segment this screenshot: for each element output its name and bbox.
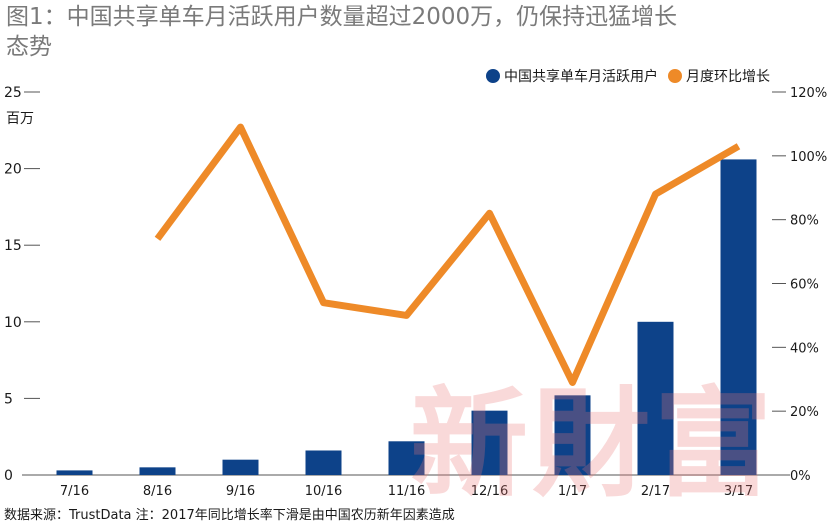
y2-tick-label: 0%	[790, 469, 811, 484]
bar-users	[139, 467, 176, 475]
legend-item-users: 中国共享单车月活跃用户	[486, 66, 658, 86]
y2-tick-label: 20%	[790, 405, 819, 420]
legend-item-growth: 月度环比增长	[668, 66, 770, 86]
growth-line	[154, 123, 741, 386]
x-tick-label: 1/17	[558, 484, 587, 499]
y-tick-label: 10	[4, 315, 22, 331]
legend-line-swatch-icon	[668, 69, 682, 83]
x-tick-label: 10/16	[305, 484, 342, 499]
source-note: 数据来源：TrustData 注：2017年同比增长率下滑是由中国农历新年因素造…	[4, 508, 455, 523]
y2-tick-label: 40%	[790, 341, 819, 356]
x-tick-label: 2/17	[641, 484, 670, 499]
y-axis-unit: 百万	[6, 111, 34, 127]
bar-users	[720, 159, 757, 475]
legend-bar-swatch-icon	[486, 69, 500, 83]
y2-tick-label: 60%	[790, 278, 819, 293]
x-tick-label: 12/16	[471, 484, 508, 499]
legend-label-users: 中国共享单车月活跃用户	[504, 69, 658, 85]
x-tick-label: 11/16	[388, 484, 425, 499]
y2-tick-label: 120%	[790, 86, 827, 101]
chart-title: 图1：中国共享单车月活跃用户数量超过2000万，仍保持迅猛增长态势	[6, 4, 678, 60]
legend-label-growth: 月度环比增长	[686, 69, 770, 85]
chart-legend: 中国共享单车月活跃用户 月度环比增长	[476, 66, 770, 86]
watermark-logo: 新財富	[410, 374, 777, 513]
bar-users	[471, 410, 508, 475]
x-tick-label: 8/16	[143, 484, 172, 499]
y-tick-label: 25	[4, 85, 22, 101]
bar-users	[305, 450, 342, 475]
y-tick-label: 15	[4, 238, 22, 254]
y2-tick-label: 80%	[790, 214, 819, 229]
bar-users	[56, 470, 93, 475]
y2-tick-label: 100%	[790, 150, 827, 165]
bar-users	[554, 395, 591, 475]
bar-users	[222, 459, 259, 475]
bar-users	[637, 321, 674, 475]
x-tick-label: 7/16	[60, 484, 89, 499]
x-tick-label: 9/16	[226, 484, 255, 499]
y-tick-label: 0	[4, 468, 13, 484]
x-tick-label: 3/17	[724, 484, 753, 499]
bar-users	[388, 441, 425, 475]
y-tick-label: 20	[4, 162, 22, 178]
y-tick-label: 5	[4, 391, 13, 407]
